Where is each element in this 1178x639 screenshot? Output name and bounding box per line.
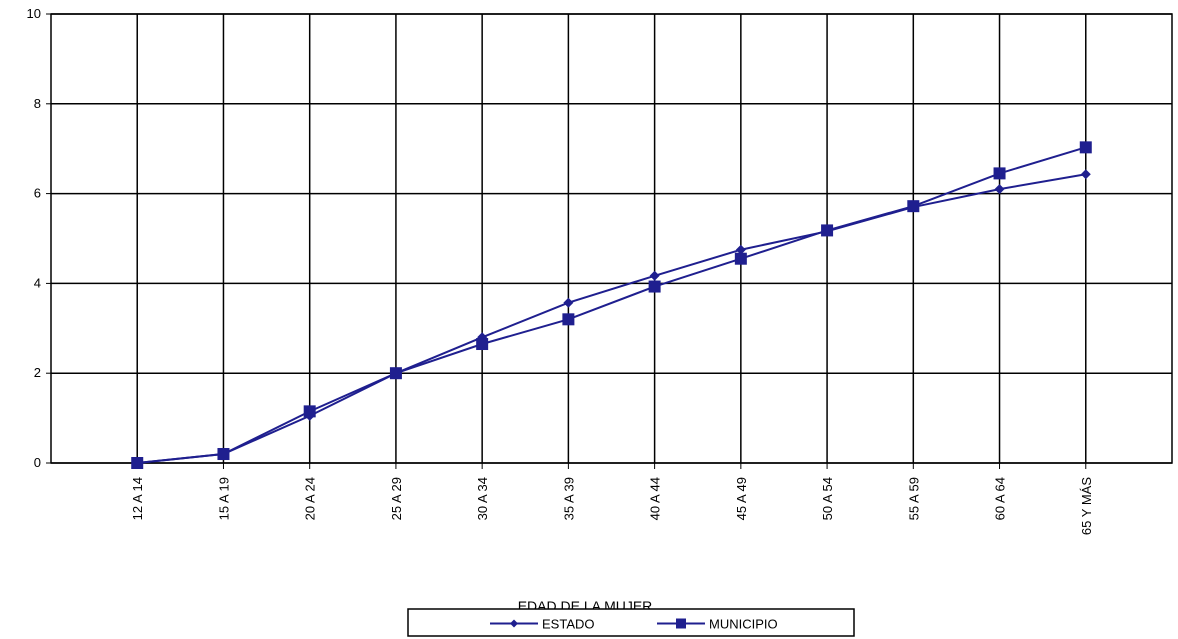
point-municipio (562, 313, 575, 326)
legend-label-municipio: MUNICIPIO (709, 617, 778, 632)
y-tick-label: 4 (34, 275, 41, 290)
x-tick-label: 15 A 19 (216, 477, 231, 520)
point-municipio (131, 457, 144, 469)
x-tick-label: 30 A 34 (475, 477, 490, 520)
point-municipio (993, 167, 1006, 180)
point-municipio (648, 280, 661, 293)
x-tick-label: 55 A 59 (906, 477, 921, 520)
point-estado (649, 270, 660, 281)
y-tick-label: 10 (27, 6, 41, 21)
point-municipio (907, 200, 920, 213)
y-tick-label: 2 (34, 365, 41, 380)
point-estado (994, 184, 1005, 195)
point-estado (563, 297, 574, 308)
x-tick-label: 60 A 64 (993, 477, 1008, 520)
x-axis-ticks: 12 A 14 15 A 19 20 A 24 25 A 29 30 A 34 35 A … (130, 477, 1094, 535)
x-tick-label: 65 Y MÁS (1079, 477, 1094, 535)
x-tick-label: 50 A 54 (820, 477, 835, 520)
x-tick-label: 40 A 44 (648, 477, 663, 520)
legend-marker-municipio (676, 618, 686, 629)
point-municipio (389, 367, 402, 380)
legend-box (407, 608, 855, 637)
point-estado (1080, 169, 1091, 180)
legend-label-estado: ESTADO (542, 617, 595, 632)
point-municipio (1079, 141, 1092, 154)
point-municipio (821, 224, 834, 237)
x-tick-label: 12 A 14 (130, 477, 145, 520)
x-tick-label: 35 A 39 (561, 477, 576, 520)
legend-marker-estado (510, 619, 518, 628)
x-tick-label: 25 A 29 (389, 477, 404, 520)
plot-border (50, 13, 1173, 464)
point-municipio (476, 338, 489, 351)
point-municipio (734, 252, 747, 265)
grid (50, 13, 1173, 469)
x-tick-label: 45 A 49 (734, 477, 749, 520)
y-tick-label: 0 (34, 455, 41, 470)
x-tick-label: 20 A 24 (303, 477, 318, 520)
series-line-estado (137, 173, 1086, 464)
y-tick-label: 6 (34, 186, 41, 201)
series-line-municipio (137, 146, 1087, 464)
point-estado (735, 244, 746, 255)
y-tick-label: 8 (34, 96, 41, 111)
y-axis-ticks: 0 2 4 6 8 10 (27, 6, 51, 470)
series-group (131, 141, 1092, 469)
point-municipio (303, 405, 316, 418)
legend: ESTADO MUNICIPIO (407, 608, 855, 637)
point-municipio (217, 448, 230, 461)
